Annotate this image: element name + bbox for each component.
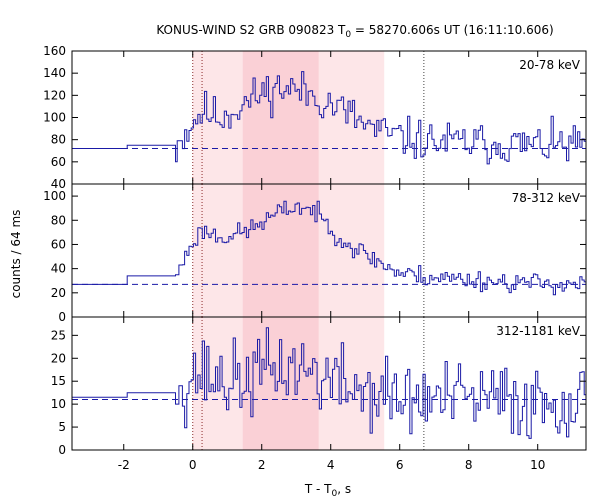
x-tick-label: 6 bbox=[396, 458, 404, 472]
x-tick-label: -2 bbox=[118, 458, 130, 472]
shaded-interval-dark bbox=[242, 51, 319, 184]
y-tick-label: 80 bbox=[51, 133, 66, 147]
y-tick-label: 15 bbox=[51, 374, 66, 388]
panel-1: 40 60 80 100 120 140 160 20-78 keV bbox=[43, 44, 587, 191]
chart-title: KONUS-WIND S2 GRB 090823 T0 = 58270.606s… bbox=[156, 23, 553, 40]
light-curve-series bbox=[72, 200, 586, 296]
energy-band-label: 312-1181 keV bbox=[496, 324, 580, 338]
panel-frame bbox=[71, 316, 587, 451]
shaded-interval-dark bbox=[242, 184, 319, 317]
y-tick-label: 80 bbox=[51, 213, 66, 227]
panel-2: 0 20 40 60 80 100 78-312 keV bbox=[43, 183, 587, 324]
y-tick-label: 20 bbox=[51, 351, 66, 365]
x-tick-label: 2 bbox=[258, 458, 266, 472]
y-tick-label: 10 bbox=[51, 397, 66, 411]
shaded-interval-dark bbox=[242, 317, 319, 450]
light-curve-series bbox=[72, 327, 586, 439]
y-tick-label: 0 bbox=[58, 443, 66, 457]
y-tick-label: 25 bbox=[51, 328, 66, 342]
y-tick-label: 60 bbox=[51, 237, 66, 251]
x-tick-label: 8 bbox=[465, 458, 473, 472]
y-tick-label: 5 bbox=[58, 420, 66, 434]
y-tick-label: 20 bbox=[51, 286, 66, 300]
y-tick-label: 40 bbox=[51, 262, 66, 276]
y-tick-label: 160 bbox=[43, 44, 66, 58]
panel-3: 0 5 10 15 20 25 -2 0 2 4 6 8 10 312-1181 keV bbox=[51, 316, 587, 472]
x-tick-label: 0 bbox=[189, 458, 197, 472]
x-axis-label: T - T0, s bbox=[304, 482, 351, 499]
y-tick-label: 40 bbox=[51, 177, 66, 191]
y-tick-label: 0 bbox=[58, 310, 66, 324]
y-tick-label: 60 bbox=[51, 155, 66, 169]
light-curve-series bbox=[72, 71, 586, 165]
x-tick-label: 4 bbox=[327, 458, 335, 472]
y-tick-label: 100 bbox=[43, 189, 66, 203]
x-tick-label: 10 bbox=[530, 458, 545, 472]
y-tick-label: 140 bbox=[43, 66, 66, 80]
energy-band-label: 78-312 keV bbox=[512, 191, 581, 205]
y-axis-label: counts / 64 ms bbox=[9, 210, 23, 299]
energy-band-label: 20-78 keV bbox=[519, 58, 581, 72]
y-tick-label: 100 bbox=[43, 111, 66, 125]
y-tick-label: 120 bbox=[43, 88, 66, 102]
